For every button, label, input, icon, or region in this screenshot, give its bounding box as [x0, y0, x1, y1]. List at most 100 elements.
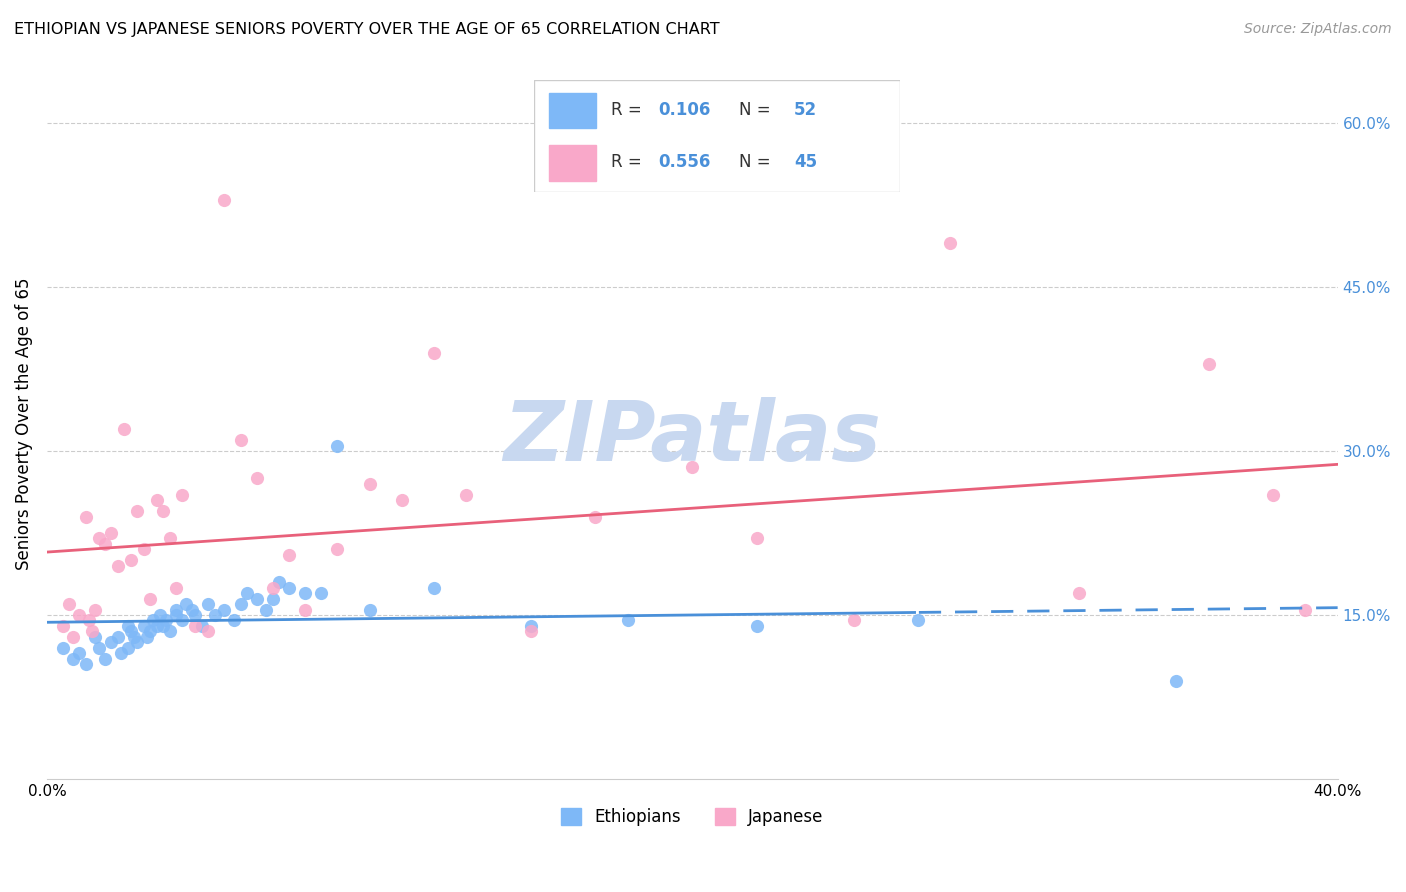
Point	[359, 602, 381, 616]
Point	[139, 591, 162, 606]
Point	[132, 619, 155, 633]
Point	[197, 597, 219, 611]
Point	[222, 614, 245, 628]
Point	[172, 488, 194, 502]
Point	[520, 624, 543, 639]
Text: 52: 52	[794, 102, 817, 120]
Point	[142, 614, 165, 628]
Point	[67, 607, 90, 622]
Point	[58, 597, 80, 611]
Text: R =: R =	[612, 153, 647, 170]
Text: ZIPatlas: ZIPatlas	[503, 398, 882, 478]
Point	[122, 630, 145, 644]
Text: R =: R =	[612, 102, 647, 120]
Point	[391, 493, 413, 508]
Point	[100, 526, 122, 541]
Point	[277, 548, 299, 562]
Point	[165, 602, 187, 616]
Point	[423, 581, 446, 595]
Point	[120, 624, 142, 639]
Point	[132, 542, 155, 557]
Point	[165, 581, 187, 595]
Point	[127, 635, 149, 649]
Point	[62, 630, 84, 644]
Point	[214, 193, 236, 207]
Point	[84, 630, 107, 644]
Point	[294, 602, 316, 616]
Point	[309, 586, 332, 600]
Point	[191, 619, 214, 633]
Point	[145, 493, 167, 508]
Point	[75, 657, 97, 672]
Text: ETHIOPIAN VS JAPANESE SENIORS POVERTY OVER THE AGE OF 65 CORRELATION CHART: ETHIOPIAN VS JAPANESE SENIORS POVERTY OV…	[14, 22, 720, 37]
Y-axis label: Seniors Poverty Over the Age of 65: Seniors Poverty Over the Age of 65	[15, 277, 32, 570]
Point	[87, 640, 110, 655]
Point	[149, 607, 172, 622]
Point	[155, 614, 177, 628]
Point	[77, 614, 100, 628]
Point	[184, 619, 207, 633]
Point	[152, 504, 174, 518]
Point	[52, 640, 75, 655]
Point	[907, 614, 929, 628]
Point	[585, 509, 607, 524]
Text: 0.106: 0.106	[658, 102, 711, 120]
Point	[145, 619, 167, 633]
Point	[152, 619, 174, 633]
Point	[294, 586, 316, 600]
Point	[616, 614, 638, 628]
Point	[326, 542, 349, 557]
Point	[52, 619, 75, 633]
Point	[236, 586, 259, 600]
Point	[1261, 488, 1284, 502]
Point	[359, 476, 381, 491]
Point	[254, 602, 277, 616]
Point	[204, 607, 226, 622]
Point	[229, 433, 252, 447]
Point	[520, 619, 543, 633]
Bar	[548, 93, 596, 128]
Bar	[548, 145, 596, 180]
Point	[139, 624, 162, 639]
Point	[107, 630, 129, 644]
Point	[94, 537, 117, 551]
Point	[681, 460, 703, 475]
Point	[112, 422, 135, 436]
Point	[67, 646, 90, 660]
Point	[214, 602, 236, 616]
Point	[80, 624, 103, 639]
Point	[84, 602, 107, 616]
Point	[326, 439, 349, 453]
Point	[262, 581, 284, 595]
Text: 45: 45	[794, 153, 817, 170]
Point	[229, 597, 252, 611]
Point	[172, 614, 194, 628]
Point	[1198, 357, 1220, 371]
Point	[159, 624, 181, 639]
Point	[62, 651, 84, 665]
Point	[117, 640, 139, 655]
Point	[246, 591, 269, 606]
Point	[456, 488, 478, 502]
Point	[120, 553, 142, 567]
Text: N =: N =	[740, 102, 776, 120]
Text: Source: ZipAtlas.com: Source: ZipAtlas.com	[1244, 22, 1392, 37]
Point	[107, 558, 129, 573]
Text: 0.556: 0.556	[658, 153, 711, 170]
Point	[277, 581, 299, 595]
Point	[174, 597, 197, 611]
Point	[127, 504, 149, 518]
Point	[1294, 602, 1316, 616]
Point	[246, 471, 269, 485]
Point	[1069, 586, 1091, 600]
Point	[110, 646, 132, 660]
Point	[181, 602, 204, 616]
Point	[94, 651, 117, 665]
Point	[117, 619, 139, 633]
Point	[1166, 673, 1188, 688]
Point	[100, 635, 122, 649]
Point	[75, 509, 97, 524]
Point	[87, 532, 110, 546]
Legend: Ethiopians, Japanese: Ethiopians, Japanese	[553, 800, 831, 835]
Point	[135, 630, 157, 644]
